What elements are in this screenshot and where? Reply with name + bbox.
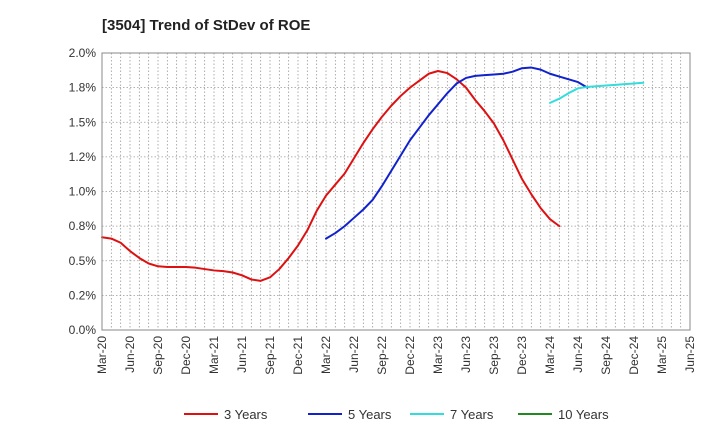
y-tick-label: 1.8%: [69, 81, 97, 95]
x-tick-label: Mar-20: [95, 336, 109, 374]
x-tick-label: Sep-24: [599, 336, 613, 375]
legend: 3 Years 5 Years 7 Years 10 Years: [184, 407, 609, 422]
x-tick-label: Dec-21: [291, 336, 305, 375]
x-tick-label: Jun-24: [571, 336, 585, 373]
series-lines: [101, 66, 645, 282]
y-tick-label: 0.8%: [69, 219, 97, 233]
x-tick-label: Dec-24: [627, 336, 641, 375]
legend-label: 10 Years: [558, 407, 609, 422]
x-tick-label: Mar-22: [319, 336, 333, 374]
y-axis: 0.0% 0.2% 0.5% 0.8% 1.0% 1.2% 1.5% 1.8% 2.0%: [69, 46, 97, 337]
legend-label: 3 Years: [224, 407, 268, 422]
x-tick-label: Sep-22: [375, 336, 389, 375]
x-tick-label: Dec-23: [515, 336, 529, 375]
y-tick-label: 1.0%: [69, 185, 97, 199]
y-tick-label: 0.0%: [69, 323, 97, 337]
legend-label: 7 Years: [450, 407, 494, 422]
x-tick-label: Sep-21: [263, 336, 277, 375]
x-tick-label: Sep-23: [487, 336, 501, 375]
series-line-3-years: [101, 70, 561, 282]
y-tick-label: 0.5%: [69, 254, 97, 268]
series-line-5-years: [325, 66, 589, 240]
x-tick-label: Dec-22: [403, 336, 417, 375]
x-tick-label: Mar-24: [543, 336, 557, 374]
x-tick-label: Jun-25: [683, 336, 697, 373]
legend-label: 5 Years: [348, 407, 392, 422]
x-tick-label: Mar-25: [655, 336, 669, 374]
x-tick-label: Mar-23: [431, 336, 445, 374]
x-tick-label: Mar-21: [207, 336, 221, 374]
y-tick-label: 0.2%: [69, 288, 97, 302]
plot-frame: [101, 52, 691, 331]
x-axis: Mar-20 Jun-20 Sep-20 Dec-20 Mar-21 Jun-21 Sep-…: [95, 336, 697, 375]
x-tick-label: Jun-23: [459, 336, 473, 373]
x-tick-label: Dec-20: [179, 336, 193, 375]
x-tick-label: Jun-22: [347, 336, 361, 373]
x-tick-label: Jun-20: [123, 336, 137, 373]
y-tick-label: 1.2%: [69, 150, 97, 164]
series-line-7-years: [549, 81, 645, 104]
y-tick-label: 2.0%: [69, 46, 97, 60]
x-tick-label: Jun-21: [235, 336, 249, 373]
x-tick-label: Sep-20: [151, 336, 165, 375]
y-tick-label: 1.5%: [69, 115, 97, 129]
chart-title: [3504] Trend of StDev of ROE: [102, 17, 310, 34]
